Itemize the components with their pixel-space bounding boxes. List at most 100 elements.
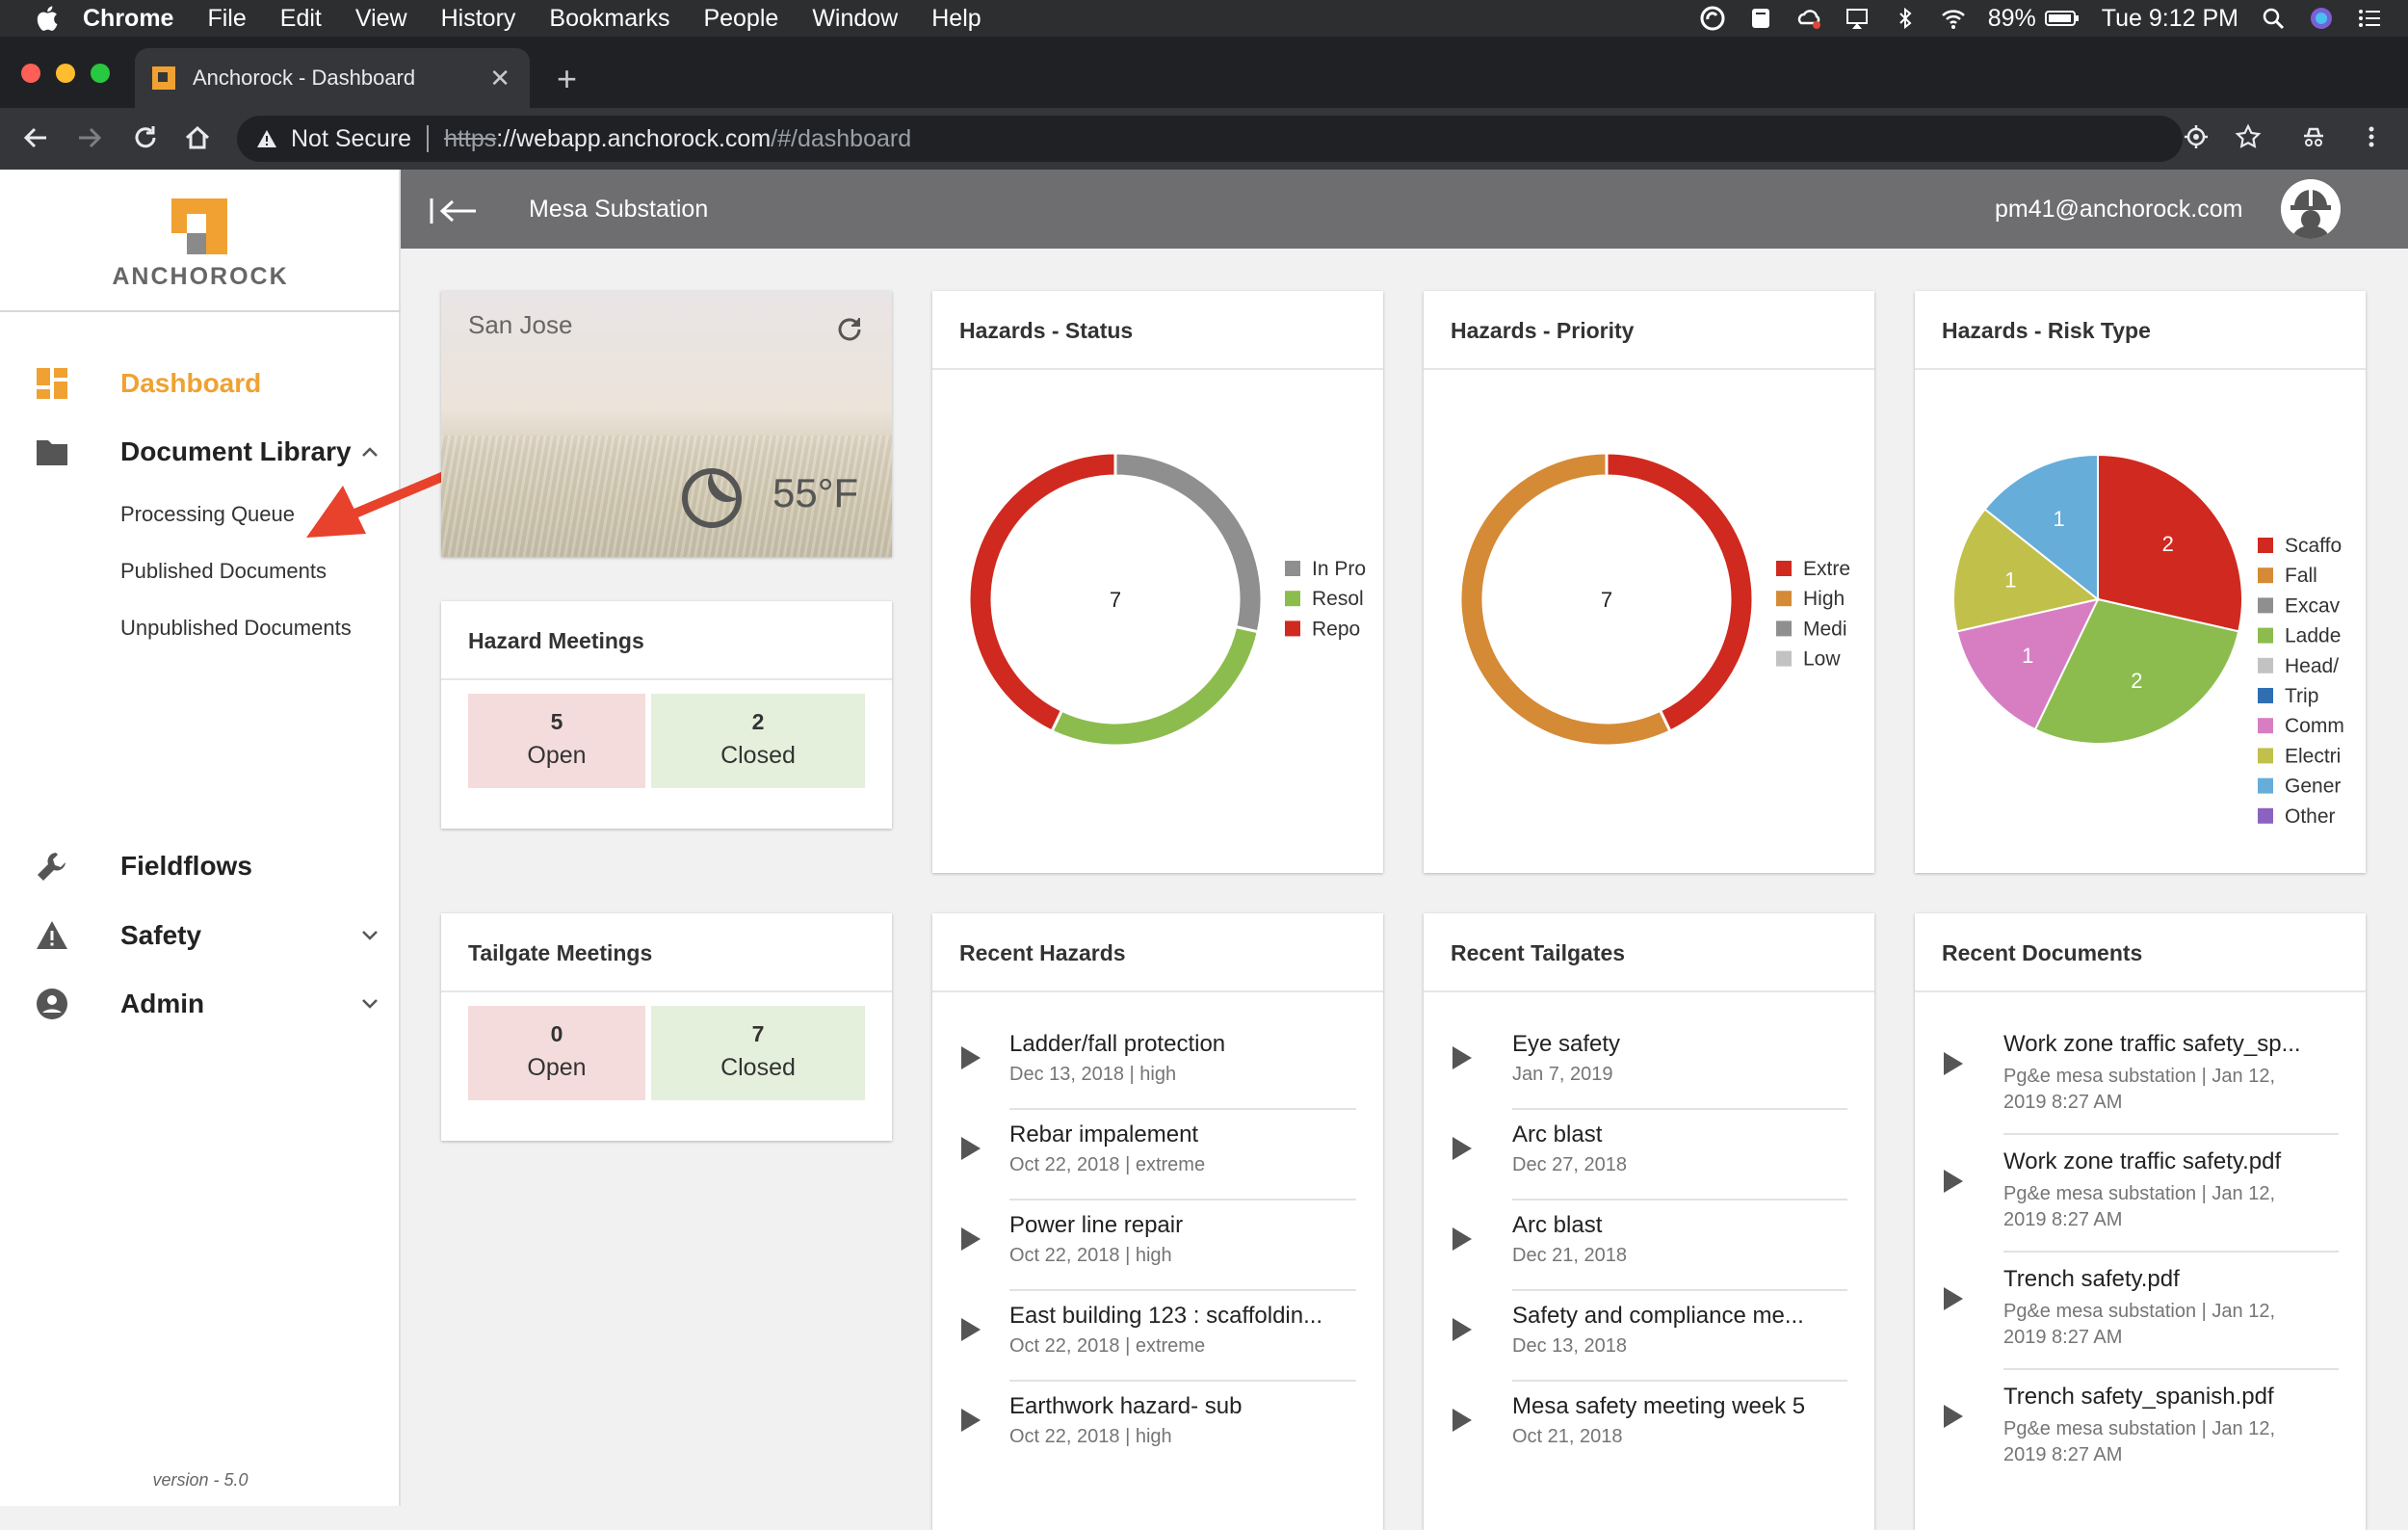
incognito-extension-icon[interactable] (2300, 123, 2327, 150)
nav-unpublished-documents[interactable]: Unpublished Documents (120, 616, 352, 640)
nav-published-documents[interactable]: Published Documents (120, 559, 327, 583)
window-close-button[interactable] (21, 64, 40, 83)
spotlight-search-icon[interactable] (2260, 6, 2287, 31)
document-item[interactable]: Work zone traffic safety.pdf Pg&e mesa s… (1942, 1137, 2339, 1254)
new-tab-icon[interactable]: + (557, 59, 578, 98)
notes-icon[interactable] (1747, 6, 1774, 31)
hazards-status-donut-chart[interactable]: 7 In Pro Resol Repo (932, 372, 1383, 873)
apple-icon[interactable] (33, 4, 60, 33)
legend-label[interactable]: Medi (1803, 618, 1847, 640)
slice-electri[interactable] (1952, 508, 2101, 633)
play-arrow-icon[interactable] (1942, 1285, 1965, 1312)
hazards-priority-donut-chart[interactable]: 7 Extre High Medi Low (1424, 372, 1874, 873)
user-email[interactable]: pm41@anchorock.com (1995, 196, 2243, 223)
legend-label[interactable]: Other (2285, 805, 2336, 828)
play-arrow-icon[interactable] (959, 1316, 982, 1343)
legend-label[interactable]: In Pro (1312, 558, 1366, 580)
refresh-icon[interactable] (834, 314, 865, 345)
slice-high[interactable] (1458, 451, 1672, 748)
reload-icon[interactable] (131, 123, 160, 152)
warning-icon[interactable] (256, 128, 277, 149)
nav-document-library[interactable]: Document Library (0, 428, 401, 476)
slice-extre[interactable] (1605, 451, 1755, 733)
document-item[interactable]: Trench safety.pdf Pg&e mesa substation |… (1942, 1254, 2339, 1372)
menubar-clock[interactable]: Tue 9:12 PM (2101, 4, 2238, 32)
list-item[interactable]: Earthwork hazard- sub Oct 22, 2018 | hig… (959, 1382, 1356, 1472)
list-item[interactable]: Safety and compliance me... Dec 13, 2018 (1451, 1291, 1847, 1382)
list-item[interactable]: Rebar impalement Oct 22, 2018 | extreme (959, 1110, 1356, 1200)
chevron-down-icon[interactable] (360, 997, 380, 1011)
legend-label[interactable]: Ladde (2285, 625, 2341, 647)
menu-bookmarks[interactable]: Bookmarks (549, 4, 670, 32)
play-arrow-icon[interactable] (1942, 1168, 1965, 1195)
not-secure-label[interactable]: Not Secure (291, 124, 412, 152)
legend-label[interactable]: Gener (2285, 776, 2341, 798)
slice-in-pro[interactable] (1113, 451, 1264, 634)
slice-ladde[interactable] (2033, 597, 2240, 745)
bluetooth-icon[interactable] (1892, 6, 1919, 31)
browser-tab-active[interactable]: Anchorock - Dashboard ✕ (135, 48, 530, 108)
tab-close-icon[interactable]: ✕ (489, 64, 510, 92)
hazard-meetings-closed[interactable]: 2 Closed (651, 694, 865, 788)
menu-window[interactable]: Window (812, 4, 899, 32)
back-arrow-icon[interactable] (21, 123, 50, 152)
menu-help[interactable]: Help (931, 4, 982, 32)
legend-label[interactable]: Repo (1312, 618, 1360, 640)
menu-edit[interactable]: Edit (279, 4, 322, 32)
hazard-meetings-open[interactable]: 5 Open (468, 694, 645, 788)
play-arrow-icon[interactable] (959, 1226, 982, 1253)
menu-app-name[interactable]: Chrome (83, 4, 174, 32)
slice-gener[interactable] (1983, 453, 2099, 602)
legend-label[interactable]: Electri (2285, 745, 2341, 767)
window-zoom-button[interactable] (91, 64, 110, 83)
slice-repo[interactable] (967, 451, 1117, 733)
airplay-icon[interactable] (1844, 6, 1871, 31)
list-item[interactable]: Arc blast Dec 21, 2018 (1451, 1200, 1847, 1291)
legend-label[interactable]: High (1803, 588, 1845, 610)
chevron-down-icon[interactable] (360, 929, 380, 942)
play-arrow-icon[interactable] (959, 1135, 982, 1162)
slice-resol[interactable] (1050, 624, 1260, 748)
legend-label[interactable]: Scaffo (2285, 535, 2342, 557)
nav-admin[interactable]: Admin (0, 980, 401, 1028)
home-icon[interactable] (183, 123, 212, 152)
legend-label[interactable]: Low (1803, 648, 1841, 671)
nav-fieldflows[interactable]: Fieldflows (0, 842, 401, 890)
menu-people[interactable]: People (703, 4, 779, 32)
siri-icon[interactable] (2308, 6, 2335, 31)
legend-label[interactable]: Comm (2285, 715, 2344, 737)
play-arrow-icon[interactable] (1942, 1050, 1965, 1077)
tailgate-meetings-open[interactable]: 0 Open (468, 1006, 645, 1100)
document-item[interactable]: Trench safety_spanish.pdf Pg&e mesa subs… (1942, 1372, 2339, 1490)
list-item[interactable]: Power line repair Oct 22, 2018 | high (959, 1200, 1356, 1291)
chevron-up-icon[interactable] (360, 445, 380, 459)
url-bar[interactable]: Not Secure https ://webapp.anchorock.com… (237, 116, 2183, 162)
legend-label[interactable]: Excav (2285, 594, 2341, 617)
legend-label[interactable]: Resol (1312, 588, 1364, 610)
play-arrow-icon[interactable] (1451, 1226, 1474, 1253)
battery-icon[interactable] (2044, 6, 2081, 31)
bookmark-star-icon[interactable] (2235, 123, 2262, 150)
chrome-menu-icon[interactable] (2358, 123, 2385, 150)
menu-file[interactable]: File (207, 4, 247, 32)
legend-label[interactable]: Trip (2285, 685, 2318, 707)
slice-comm[interactable] (1955, 597, 2100, 731)
hazards-risk-type-pie-chart[interactable]: 2 2 1 1 1 Scaffo Fall Excav Ladde Head/Trip Comm El… (1915, 372, 2366, 873)
window-minimize-button[interactable] (56, 64, 75, 83)
play-arrow-icon[interactable] (1451, 1316, 1474, 1343)
list-item[interactable]: Ladder/fall protection Dec 13, 2018 | hi… (959, 1019, 1356, 1110)
list-item[interactable]: East building 123 : scaffoldin... Oct 22… (959, 1291, 1356, 1382)
list-item[interactable]: Eye safety Jan 7, 2019 (1451, 1019, 1847, 1110)
play-arrow-icon[interactable] (1942, 1403, 1965, 1430)
forward-arrow-icon[interactable] (75, 123, 104, 152)
location-target-icon[interactable] (2183, 123, 2210, 150)
creative-cloud-icon[interactable] (1795, 6, 1822, 31)
brand-logo[interactable]: ANCHOROCK (0, 170, 401, 312)
nav-processing-queue[interactable]: Processing Queue (120, 502, 295, 526)
nav-safety[interactable]: Safety (0, 911, 401, 960)
play-arrow-icon[interactable] (1451, 1135, 1474, 1162)
wifi-icon[interactable] (1940, 6, 1967, 31)
legend-label[interactable]: Extre (1803, 558, 1850, 580)
legend-label[interactable]: Head/ (2285, 655, 2339, 677)
play-arrow-icon[interactable] (959, 1407, 982, 1434)
